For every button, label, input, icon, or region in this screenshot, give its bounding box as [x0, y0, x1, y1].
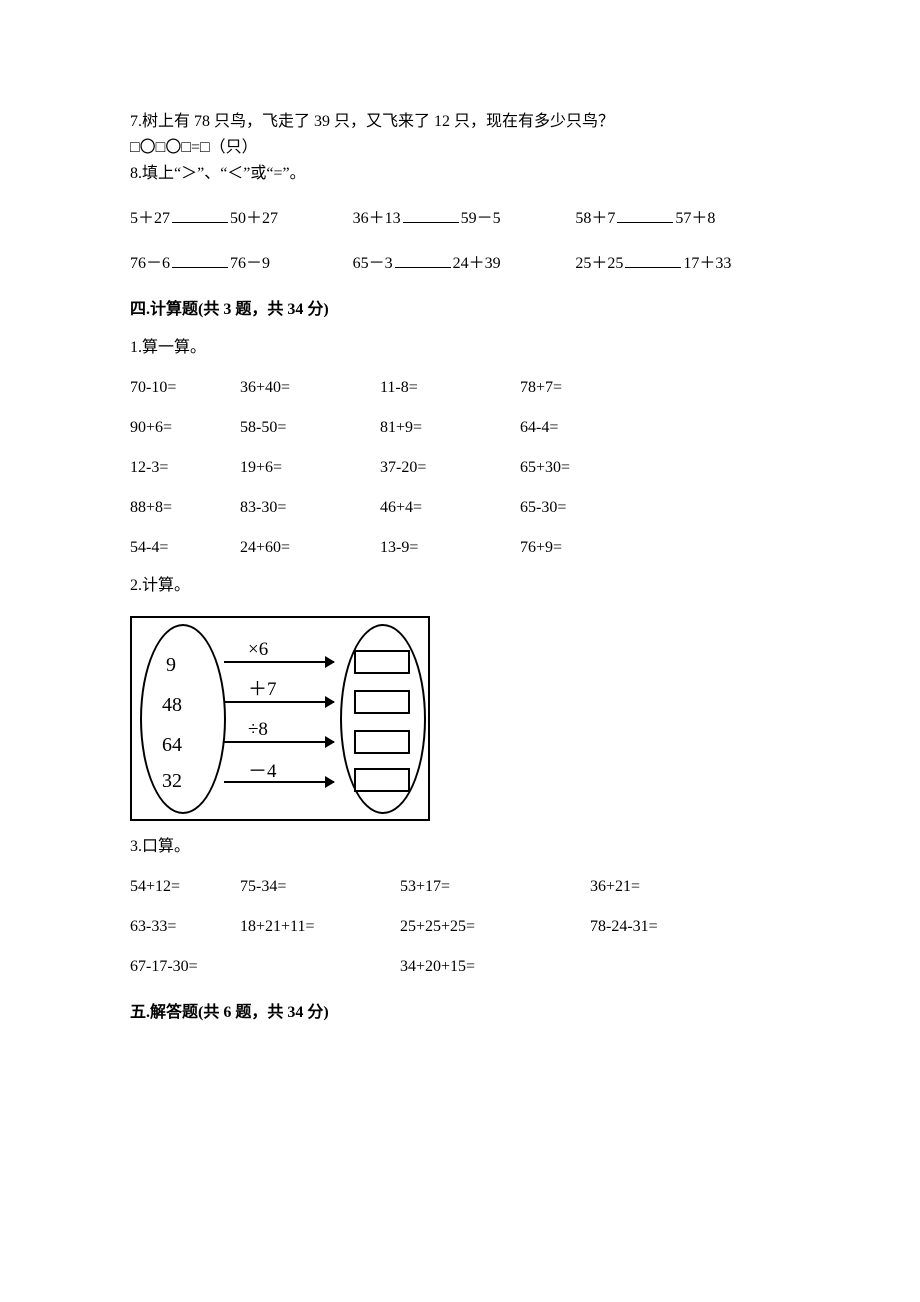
answer-box[interactable] [354, 650, 410, 674]
q8-cell: 5＋27 50＋27 [130, 206, 345, 231]
calc-cell: 46+4= [380, 496, 520, 520]
compare-left: 58＋7 [575, 210, 615, 227]
blank-input[interactable] [395, 251, 451, 268]
q7-text: 7.树上有 78 只鸟，飞走了 39 只，又飞来了 12 只，现在有多少只鸟？ [130, 110, 790, 134]
answer-box[interactable] [354, 690, 410, 714]
compare-right: 50＋27 [230, 210, 278, 227]
compare-right: 57＋8 [675, 210, 715, 227]
compare-left: 76－6 [130, 255, 170, 272]
section5-title: 五.解答题(共 6 题，共 34 分) [130, 1001, 790, 1025]
calc-cell: 90+6= [130, 416, 240, 440]
q8-row-1: 5＋27 50＋27 36＋13 59－5 58＋7 57＋8 [130, 206, 790, 231]
calc-cell: 65+30= [520, 456, 660, 480]
calc-cell: 37-20= [380, 456, 520, 480]
q8-row-2: 76－6 76－9 65－3 24＋39 25＋25 17＋33 [130, 251, 790, 276]
calc-cell: 36+21= [590, 875, 760, 899]
calc-cell: 11-8= [380, 376, 520, 400]
s4q1-title: 1.算一算。 [130, 336, 790, 360]
q8-intro: 8.填上“＞”、“＜”或“=”。 [130, 162, 790, 186]
compare-left: 25＋25 [575, 255, 623, 272]
compare-right: 24＋39 [453, 255, 501, 272]
arrow-icon [224, 701, 334, 703]
calc-cell: 76+9= [520, 536, 660, 560]
arrow-icon [224, 781, 334, 783]
s4q1-row: 54-4= 24+60= 13-9= 76+9= [130, 536, 790, 560]
blank-input[interactable] [625, 251, 681, 268]
calc-cell: 78+7= [520, 376, 660, 400]
left-ellipse [140, 624, 226, 814]
worksheet-page: 7.树上有 78 只鸟，飞走了 39 只，又飞来了 12 只，现在有多少只鸟？ … [0, 0, 920, 1302]
compare-left: 65－3 [353, 255, 393, 272]
s4q3-row: 54+12= 75-34= 53+17= 36+21= [130, 875, 790, 899]
calc-cell: 64-4= [520, 416, 660, 440]
calc-cell: 53+17= [400, 875, 590, 899]
calc-cell: 18+21+11= [240, 915, 400, 939]
diagram-input: 48 [162, 690, 182, 720]
calc-cell: 75-34= [240, 875, 400, 899]
s4q1-row: 90+6= 58-50= 81+9= 64-4= [130, 416, 790, 440]
diagram-operation: ÷8 [248, 716, 268, 745]
blank-input[interactable] [617, 206, 673, 223]
s4q3-row: 63-33= 18+21+11= 25+25+25= 78-24-31= [130, 915, 790, 939]
s4q1-row: 70-10= 36+40= 11-8= 78+7= [130, 376, 790, 400]
q8-cell: 65－3 24＋39 [353, 251, 568, 276]
calc-cell: 54+12= [130, 875, 240, 899]
blank-input[interactable] [403, 206, 459, 223]
s4q1-row: 88+8= 83-30= 46+4= 65-30= [130, 496, 790, 520]
calc-cell: 36+40= [240, 376, 380, 400]
s4q3-title: 3.口算。 [130, 835, 790, 859]
calc-cell: 65-30= [520, 496, 660, 520]
calc-cell: 67-17-30= [130, 955, 400, 979]
compare-left: 5＋27 [130, 210, 170, 227]
q8-cell: 25＋25 17＋33 [575, 251, 790, 276]
compare-left: 36＋13 [353, 210, 401, 227]
q7-template: □〇□〇□=□（只） [130, 136, 790, 160]
s4q2-title: 2.计算。 [130, 574, 790, 598]
answer-box[interactable] [354, 768, 410, 792]
q8-cell: 76－6 76－9 [130, 251, 345, 276]
arrow-icon [224, 741, 334, 743]
s4q2-diagram: 9 48 64 32 ×6 ＋7 ÷8 －4 [130, 616, 790, 821]
arrow-icon [224, 661, 334, 663]
calc-cell: 78-24-31= [590, 915, 760, 939]
compare-right: 76－9 [230, 255, 270, 272]
q8-cell: 36＋13 59－5 [353, 206, 568, 231]
answer-box[interactable] [354, 730, 410, 754]
q8-cell: 58＋7 57＋8 [575, 206, 790, 231]
diagram-input: 64 [162, 730, 182, 760]
calc-cell: 58-50= [240, 416, 380, 440]
section4-title: 四.计算题(共 3 题，共 34 分) [130, 298, 790, 322]
diagram-operation: ×6 [248, 636, 268, 665]
s4q1-row: 12-3= 19+6= 37-20= 65+30= [130, 456, 790, 480]
calc-cell: 54-4= [130, 536, 240, 560]
calc-cell: 19+6= [240, 456, 380, 480]
blank-input[interactable] [172, 251, 228, 268]
mapping-diagram: 9 48 64 32 ×6 ＋7 ÷8 －4 [130, 616, 430, 821]
s4q3-row: 67-17-30= 34+20+15= [130, 955, 790, 979]
compare-right: 17＋33 [683, 255, 731, 272]
calc-cell: 13-9= [380, 536, 520, 560]
blank-input[interactable] [172, 206, 228, 223]
diagram-operation: ＋7 [248, 676, 277, 705]
calc-cell: 63-33= [130, 915, 240, 939]
calc-cell: 81+9= [380, 416, 520, 440]
calc-cell: 12-3= [130, 456, 240, 480]
calc-cell: 70-10= [130, 376, 240, 400]
calc-cell: 34+20+15= [400, 955, 700, 979]
compare-right: 59－5 [461, 210, 501, 227]
diagram-input: 9 [166, 650, 176, 680]
calc-cell: 88+8= [130, 496, 240, 520]
calc-cell: 83-30= [240, 496, 380, 520]
calc-cell: 24+60= [240, 536, 380, 560]
diagram-operation: －4 [248, 758, 277, 787]
calc-cell: 25+25+25= [400, 915, 590, 939]
diagram-input: 32 [162, 766, 182, 796]
